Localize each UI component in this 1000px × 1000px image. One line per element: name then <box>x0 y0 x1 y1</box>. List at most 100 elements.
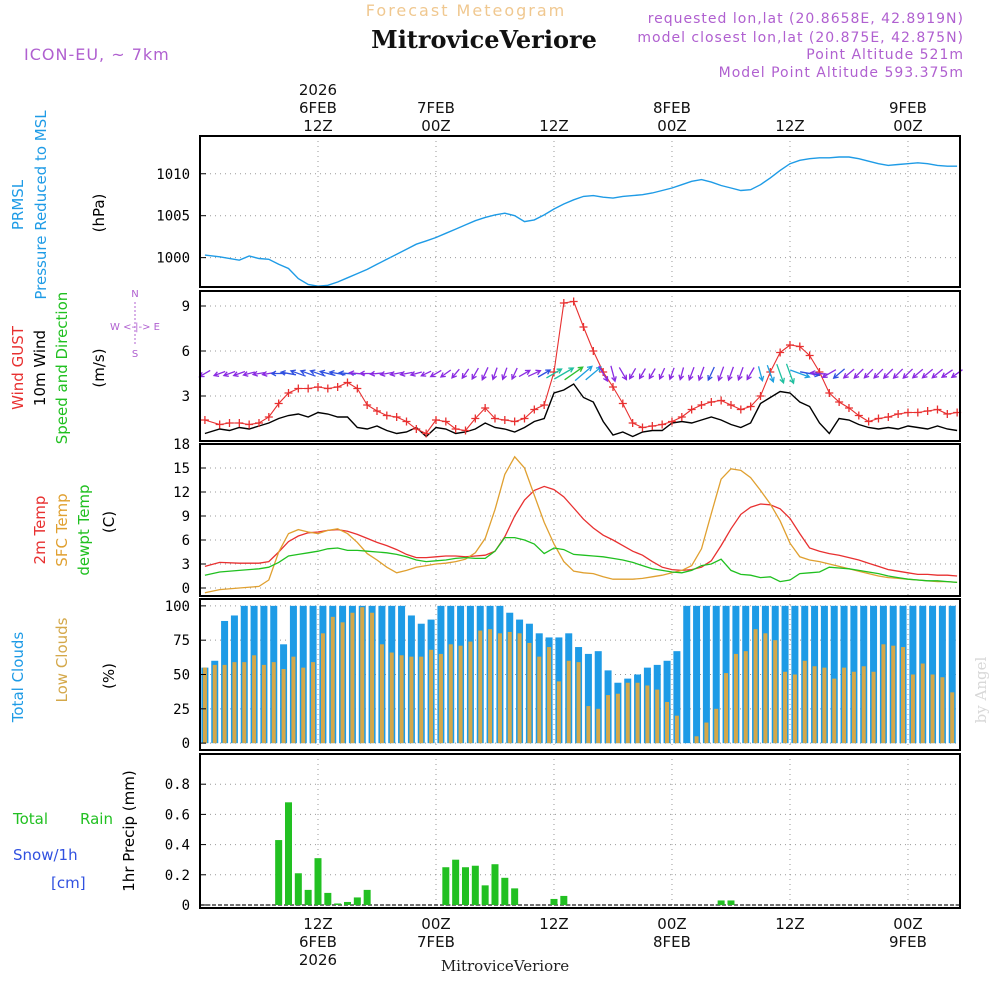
wind-arrow <box>766 364 775 384</box>
total-cloud-bar <box>584 653 592 744</box>
gust-marker <box>451 425 460 433</box>
total-cloud-bar <box>948 605 956 744</box>
low-cloud-bar <box>665 701 670 744</box>
wind-arrow <box>518 369 532 378</box>
wind-arrow <box>429 369 442 378</box>
wind-arrow <box>853 368 864 379</box>
wind-arrow <box>212 370 226 377</box>
wind-arrow <box>232 370 246 377</box>
low-cloud-bar <box>252 655 257 744</box>
low-cloud-bar <box>792 674 797 744</box>
rain-bar <box>442 867 450 905</box>
gust-marker <box>648 422 657 430</box>
low-cloud-bar <box>674 715 679 744</box>
compass-rose: N W <-|-> E S <box>110 289 160 360</box>
low-clouds-label: Low Clouds <box>53 617 71 702</box>
bottom-time-label: 7FEB <box>417 933 455 951</box>
ytick-label-clouds: 75 <box>173 633 190 649</box>
low-cloud-bar <box>576 662 581 744</box>
rain-bar <box>294 873 302 905</box>
wind-arrow <box>737 366 744 382</box>
total-label: Total <box>12 810 48 828</box>
low-cloud-bar <box>537 656 542 744</box>
wind-arrow <box>461 368 470 380</box>
low-cloud-bar <box>832 678 837 744</box>
bottom-time-label: 12Z <box>775 915 804 933</box>
ytick-label-temperature: 15 <box>173 461 190 477</box>
low-cloud-bar <box>822 667 827 744</box>
bottom-time-label: 2026 <box>299 951 337 969</box>
panel-frame-precipitation <box>199 753 961 909</box>
rain-bar <box>363 889 371 905</box>
gust-marker <box>844 404 853 412</box>
rain-label: Rain <box>80 810 113 828</box>
top-time-label: 7FEB <box>417 99 455 117</box>
gust-marker <box>461 426 470 435</box>
low-cloud-bar <box>320 633 325 744</box>
wind-arrow <box>491 367 498 381</box>
ytick-label-temperature: 9 <box>182 509 190 525</box>
gust-marker <box>363 401 372 409</box>
low-cloud-bar <box>379 644 384 744</box>
low-cloud-bar <box>478 630 483 744</box>
total-clouds-label: Total Clouds <box>9 632 27 724</box>
wind-arrow <box>242 371 256 377</box>
low-cloud-bar <box>930 674 935 744</box>
wind-arrow <box>892 368 904 380</box>
ytick-label-precipitation: 0.2 <box>165 868 190 884</box>
rain-bar <box>727 900 735 905</box>
low-cloud-bar <box>920 663 925 744</box>
low-cloud-bar <box>507 631 512 744</box>
compass-south: S <box>132 349 138 360</box>
top-time-label: 00Z <box>421 117 450 135</box>
low-cloud-bar <box>910 674 915 744</box>
wind-arrow <box>527 369 542 377</box>
prmsl-label: PRMSL <box>9 179 27 230</box>
wind-arrow <box>638 368 646 380</box>
gust-marker <box>776 348 785 357</box>
low-cloud-bar <box>940 677 945 744</box>
precip-unit-label: 1hr Precip (mm) <box>120 770 138 891</box>
wind-arrow <box>707 366 715 382</box>
gust-marker <box>864 417 873 426</box>
rain-bar <box>511 888 519 905</box>
low-cloud-bar <box>724 673 729 744</box>
gust-label: Wind GUST <box>9 325 27 410</box>
wind-arrow <box>289 369 306 377</box>
wind-arrow <box>629 367 637 380</box>
data-layer <box>198 156 963 906</box>
frames-layer <box>199 135 961 909</box>
gust-marker <box>200 416 209 424</box>
rain-bar <box>324 892 332 905</box>
gust-marker <box>431 416 440 424</box>
rain-bar <box>353 897 361 905</box>
top-time-label: 6FEB <box>299 99 337 117</box>
ytick-label-precipitation: 0.8 <box>165 777 190 793</box>
temp-unit-label: (C) <box>100 511 118 533</box>
low-cloud-bar <box>340 622 345 744</box>
dewpt-line <box>204 536 958 584</box>
low-cloud-bar <box>753 629 758 744</box>
low-cloud-bar <box>586 706 591 744</box>
total-cloud-bar <box>693 605 701 744</box>
gust-marker <box>510 417 519 426</box>
wind-arrow <box>717 366 725 382</box>
rain-bar <box>343 901 351 905</box>
wind-desc-label: Speed and Direction <box>53 292 71 445</box>
temp2m-label: 2m Temp <box>31 496 49 565</box>
wind-arrow <box>574 365 593 382</box>
closest-coords: model closest lon,lat (20.875E, 42.875N) <box>637 30 964 46</box>
wind-arrow <box>785 363 795 385</box>
low-cloud-bar <box>301 667 306 744</box>
wind-labels: Wind GUST 10m Wind Speed and Direction (… <box>9 292 108 445</box>
gust-marker <box>235 419 244 427</box>
wind-arrow <box>902 368 914 380</box>
snow-label: Snow/1h <box>13 846 78 864</box>
gust-marker <box>746 402 755 411</box>
gust-marker <box>667 417 676 426</box>
gust-marker <box>687 405 696 414</box>
gust-marker <box>589 347 598 355</box>
top-time-label: 8FEB <box>653 99 691 117</box>
low-cloud-bar <box>704 722 709 744</box>
low-cloud-bar <box>497 633 502 744</box>
